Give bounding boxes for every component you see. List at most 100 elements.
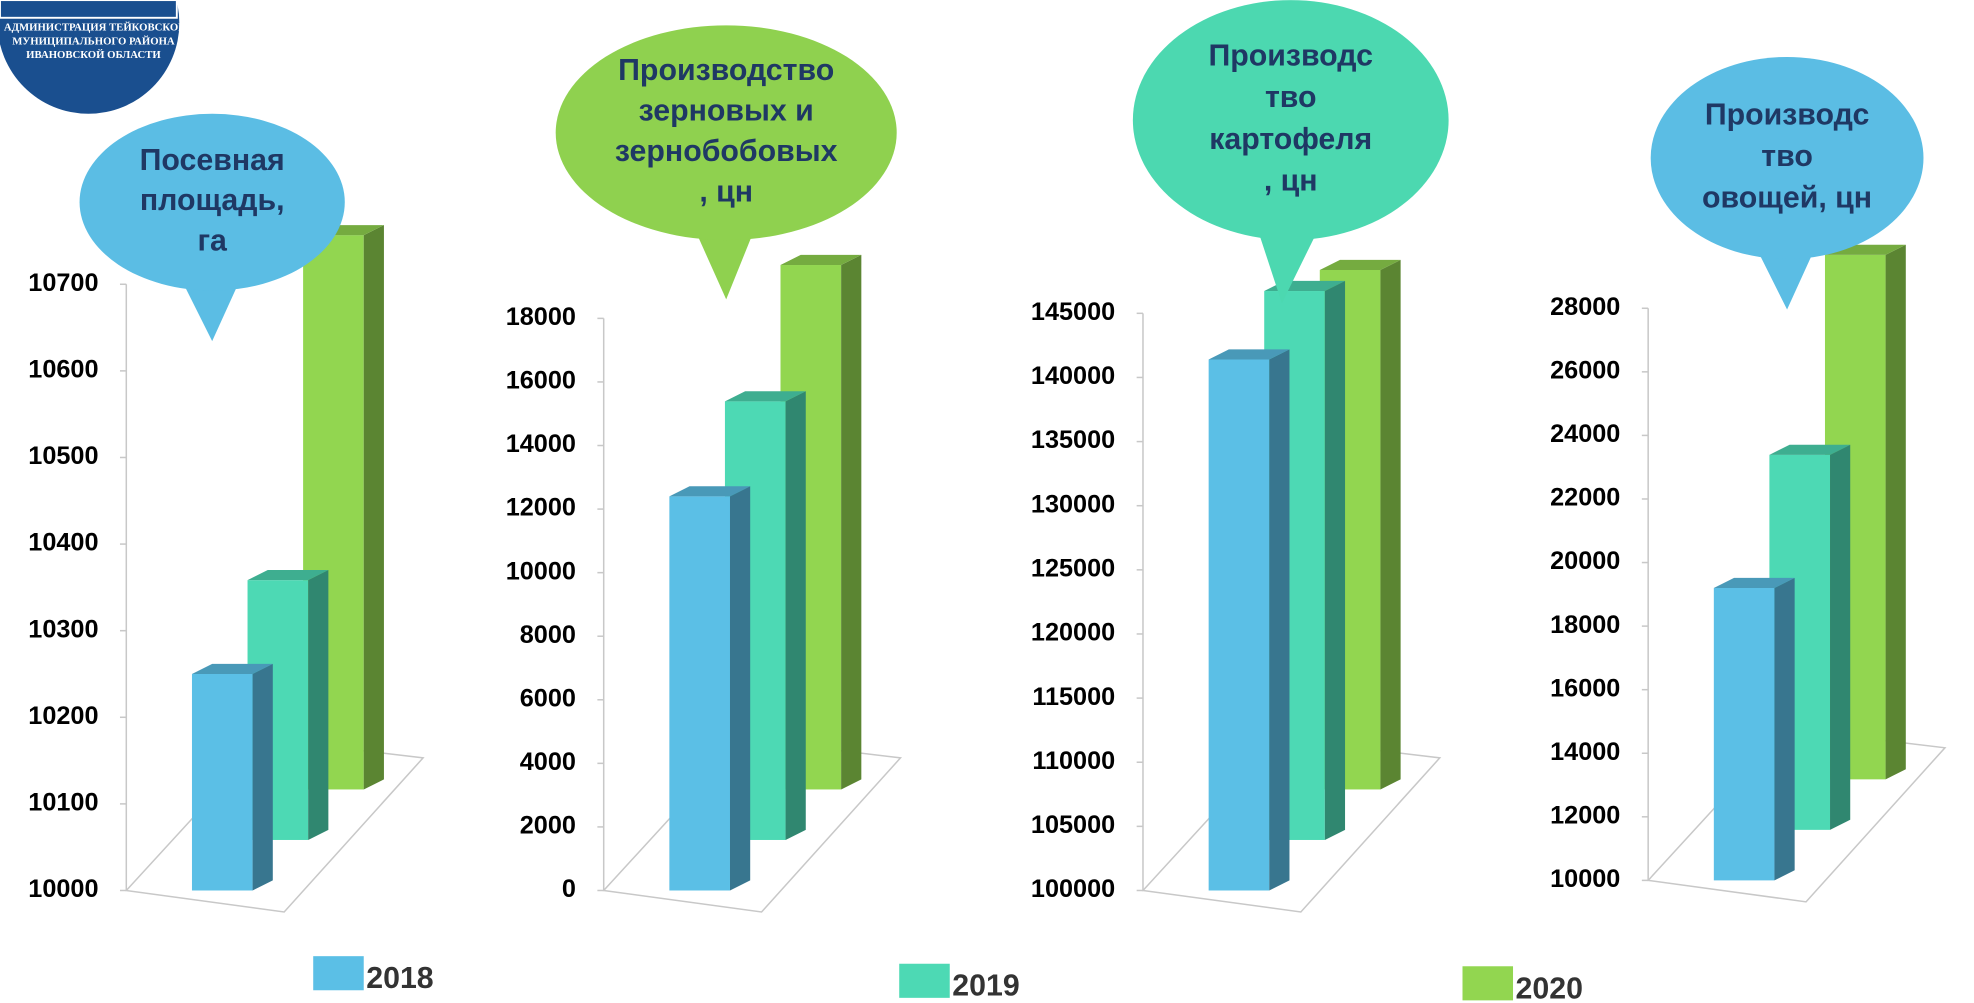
y-tick-label: 10700 [28,269,98,297]
y-tick-label: 10000 [28,875,98,903]
bar-side [1830,444,1851,830]
y-tick-label: 14000 [1550,738,1620,766]
bar-chart: 0 2000 4000 6000 8000 10000 12000 14000 16000 180… [506,254,903,913]
y-tick-label: 140000 [1031,362,1115,390]
bar-side [729,486,751,891]
bar-side [1774,577,1795,881]
y-tick-label: 145000 [1031,298,1115,326]
bar-chart: 10000 10100 10200 10300 10400 10500 10600 10700 [28,225,425,913]
bubble [555,25,897,241]
legend-item: 2019 [899,963,1020,1003]
chart-title: картофеля [1209,123,1372,156]
y-tick-label: 28000 [1550,293,1620,321]
bar-chart: 100000 105000 110000 115000 120000 125000 1300… [1031,259,1442,913]
bar [1208,349,1290,891]
bar-side [308,570,329,840]
bubble [79,113,345,291]
bar-front [191,673,253,891]
y-tick-label: 12000 [506,494,576,522]
bar-front [669,496,730,891]
logo-circle [0,0,180,114]
bubble [1650,56,1924,260]
logo-text: ИВАНОВСКОЙ ОБЛАСТИ [26,49,161,61]
y-tick-label: 10000 [506,557,576,585]
bar-top [191,663,273,674]
y-tick-label: 14000 [506,430,576,458]
bar-side [1269,349,1290,891]
y-tick-label: 20000 [1550,547,1620,575]
y-tick-label: 10000 [1550,865,1620,893]
bar-side [252,663,273,891]
bar-side [841,254,862,790]
y-tick-label: 24000 [1550,420,1620,448]
bar-top [1208,349,1290,360]
bar [780,254,862,790]
y-tick-label: 10100 [28,789,98,817]
legend-label: 2020 [1516,972,1583,1003]
chart-title: тво [1761,140,1813,173]
chart-title: га [197,225,228,258]
y-tick-label: 110000 [1032,747,1115,775]
bar [724,391,806,840]
chart-title: , цн [699,175,753,208]
legend-item: 2018 [313,956,434,995]
chart-title: зерновых и [639,95,814,128]
y-tick-label: 26000 [1550,357,1620,385]
y-tick-label: 12000 [1550,801,1620,829]
bar-side [1324,280,1346,840]
y-tick-label: 125000 [1031,555,1115,583]
y-tick-label: 8000 [520,621,576,649]
y-tick-label: 100000 [1031,875,1115,903]
chart-title: , цн [1264,165,1318,198]
bar-side [785,391,806,840]
legend-label: 2018 [366,962,433,995]
chart-title: площадь, [140,184,285,217]
chart-title: Производс [1705,98,1870,131]
bar-top [247,570,329,581]
bar-side [1885,244,1906,780]
legend-swatch [899,963,950,998]
chart-title: зернобобовых [615,135,838,168]
chart-title: тво [1265,81,1317,114]
bar-top [1769,444,1851,455]
y-tick-label: 115000 [1032,683,1115,711]
y-tick-label: 10400 [28,529,98,557]
y-tick-label: 10500 [28,442,98,470]
title-bubble: Производство зерновых и зернобобовых , цн [555,25,897,300]
logo: АДМИНИСТРАЦИЯ ТЕЙКОВСКОГО МУНИЦИПАЛЬНОГО… [0,0,193,114]
logo-text: АДМИНИСТРАЦИЯ ТЕЙКОВСКОГО [4,21,193,33]
legend-label: 2019 [952,970,1019,1003]
y-tick-label: 6000 [520,684,576,712]
bar [669,486,751,891]
bar-front [1713,587,1775,881]
logo-emblem [0,0,178,19]
legend-swatch [1462,966,1514,1001]
logo-text: МУНИЦИПАЛЬНОГО РАЙОНА [12,35,175,47]
y-tick-label: 105000 [1031,811,1115,839]
y-tick-label: 16000 [1550,674,1620,702]
y-tick-label: 2000 [520,812,576,840]
y-tick-label: 10200 [28,702,98,730]
chart-title: Посевная [140,144,285,177]
legend-swatch [313,956,364,991]
y-tick-label: 4000 [520,748,576,776]
y-tick-label: 130000 [1031,490,1115,518]
y-tick-label: 120000 [1031,619,1115,647]
chart-title: овощей, цн [1702,182,1872,215]
bubble [1132,0,1449,241]
bar-top [1713,577,1795,588]
bar-front [1208,359,1270,891]
legend-item: 2020 [1462,966,1583,1003]
bar [191,663,273,891]
title-bubble: Производс тво картофеля , цн [1132,0,1449,304]
y-tick-label: 135000 [1031,426,1115,454]
y-tick-label: 16000 [506,367,576,395]
bar-side [363,225,384,790]
bar-side [1380,259,1401,790]
chart-title: Производс [1208,40,1372,73]
bar-top [669,486,751,497]
y-tick-label: 10300 [28,615,98,643]
y-tick-label: 10600 [28,356,98,384]
